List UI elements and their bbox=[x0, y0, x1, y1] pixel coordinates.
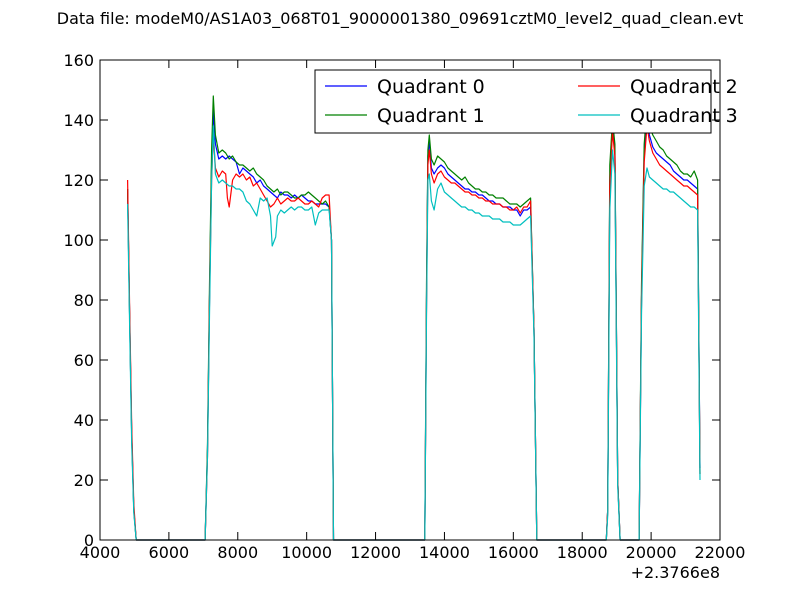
x-tick-label: 10000 bbox=[281, 543, 332, 562]
y-tick-label: 100 bbox=[63, 231, 94, 250]
series-layer bbox=[127, 95, 701, 541]
legend-frame bbox=[314, 69, 712, 134]
y-tick-label: 120 bbox=[63, 171, 94, 190]
chart-title: Data file: modeM0/AS1A03_068T01_90000013… bbox=[57, 9, 743, 29]
x-tick-label: 16000 bbox=[488, 543, 539, 562]
series-line-quadrant-3 bbox=[127, 125, 701, 541]
x-tick-label: 22000 bbox=[695, 543, 746, 562]
y-axis: 0 20 40 60 80 100 120 140 160 bbox=[63, 51, 720, 550]
y-tick-label: 140 bbox=[63, 111, 94, 130]
x-tick-label: 4000 bbox=[80, 543, 121, 562]
legend-label: Quadrant 1 bbox=[377, 105, 485, 127]
legend: Quadrant 0 Quadrant 1 Quadrant 2 Quadrant 3 bbox=[314, 69, 738, 134]
x-tick-label: 18000 bbox=[557, 543, 608, 562]
x-axis: 4000 6000 8000 10000 12000 14000 16000 18000 200… bbox=[80, 60, 746, 562]
legend-label: Quadrant 0 bbox=[377, 76, 485, 98]
legend-label: Quadrant 3 bbox=[630, 105, 738, 127]
x-tick-label: 6000 bbox=[149, 543, 190, 562]
y-tick-label: 20 bbox=[74, 471, 94, 490]
x-offset-label: +2.3766e8 bbox=[631, 563, 720, 582]
x-tick-label: 12000 bbox=[350, 543, 401, 562]
x-tick-label: 8000 bbox=[217, 543, 258, 562]
y-tick-label: 60 bbox=[74, 351, 94, 370]
y-tick-label: 0 bbox=[84, 531, 94, 550]
x-tick-label: 20000 bbox=[626, 543, 677, 562]
y-tick-label: 80 bbox=[74, 291, 94, 310]
y-tick-label: 160 bbox=[63, 51, 94, 70]
legend-label: Quadrant 2 bbox=[630, 76, 738, 98]
x-tick-label: 14000 bbox=[419, 543, 470, 562]
y-tick-label: 40 bbox=[74, 411, 94, 430]
